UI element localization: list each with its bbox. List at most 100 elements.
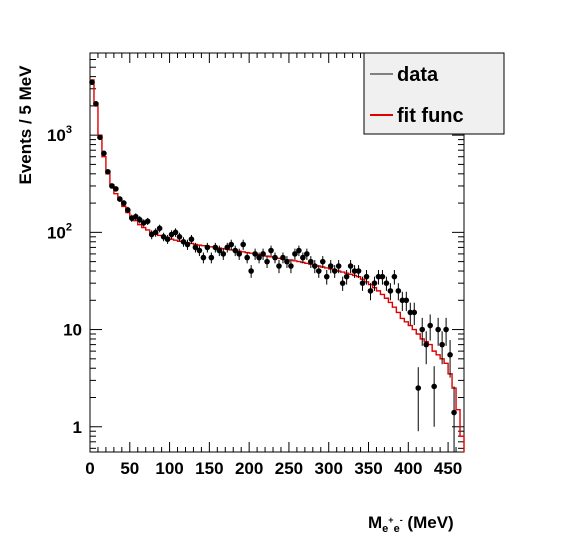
data-point: [383, 280, 390, 286]
x-tick-label: 300: [315, 459, 343, 478]
x-tick-label: 150: [195, 459, 223, 478]
y-axis-title: Events / 5 MeV: [16, 65, 35, 185]
x-tick-label: 250: [275, 459, 303, 478]
data-point: [292, 251, 298, 257]
data-point: [379, 273, 386, 280]
data-point: [355, 268, 362, 274]
data-point: [113, 186, 119, 192]
data-point: [288, 263, 294, 269]
data-point: [375, 273, 382, 280]
data-point: [184, 241, 191, 248]
data-point: [244, 254, 250, 261]
data-point: [304, 251, 310, 257]
data-point: [300, 254, 306, 261]
legend-data-label: data: [397, 64, 439, 86]
data-point: [308, 258, 314, 265]
data-point: [180, 238, 187, 245]
data-point: [371, 280, 378, 286]
x-tick-label: 0: [85, 459, 94, 478]
data-point: [395, 288, 402, 294]
y-tick-label: 1: [73, 418, 82, 437]
data-point: [331, 268, 338, 274]
data-point: [232, 247, 239, 254]
data-point: [315, 268, 322, 274]
data-point: [224, 244, 231, 251]
data-point: [335, 263, 342, 269]
data-point: [208, 254, 215, 261]
data-point: [93, 101, 99, 107]
data-point: [407, 309, 414, 316]
data-point: [192, 244, 199, 251]
y-tick-label: 10: [63, 321, 82, 340]
data-point: [311, 263, 318, 269]
data-point: [176, 234, 183, 240]
data-point: [439, 341, 445, 348]
data-point: [204, 244, 211, 251]
data-point: [124, 207, 131, 213]
data-point: [268, 247, 274, 254]
data-point: [101, 150, 107, 157]
data-point: [451, 409, 457, 416]
data-point: [220, 251, 227, 257]
x-axis-title: Me+e- (MeV): [368, 513, 454, 535]
data-point: [280, 254, 286, 261]
data-point: [105, 168, 111, 175]
data-point: [260, 251, 266, 257]
legend-fit-label: fit func: [397, 105, 464, 127]
data-point: [419, 326, 426, 333]
data-point: [343, 273, 350, 280]
x-tick-label: 50: [120, 459, 139, 478]
data-point: [252, 251, 258, 257]
data-point: [196, 247, 203, 254]
data-point: [367, 288, 374, 294]
data-point: [109, 183, 115, 189]
data-point: [415, 385, 422, 391]
x-tick-label: 200: [235, 459, 263, 478]
x-tick-label: 400: [394, 459, 422, 478]
data-point: [447, 351, 453, 358]
data-point: [284, 258, 290, 265]
axis-ticks: [89, 52, 464, 452]
data-point: [240, 241, 246, 248]
data-point: [144, 218, 151, 225]
data-point: [391, 273, 398, 280]
data-point: [296, 247, 302, 254]
data-point: [319, 258, 326, 265]
data-point: [272, 254, 278, 261]
data-point: [423, 341, 430, 348]
data-point: [264, 258, 270, 265]
x-tick-label: 350: [354, 459, 382, 478]
data-series: [89, 79, 457, 452]
data-point: [200, 254, 207, 261]
data-point: [347, 263, 354, 269]
data-point: [228, 241, 235, 248]
data-point: [121, 200, 127, 206]
data-point: [172, 229, 179, 236]
data-point: [276, 263, 282, 269]
data-point: [156, 225, 163, 232]
data-point: [323, 273, 330, 280]
data-point: [89, 79, 95, 86]
data-point: [351, 268, 358, 274]
y-tick-label: 102: [47, 221, 72, 242]
data-point: [327, 263, 334, 269]
data-point: [359, 280, 366, 286]
data-point: [117, 196, 123, 202]
data-point: [443, 326, 449, 333]
data-point: [363, 273, 370, 280]
data-point: [339, 280, 346, 286]
data-point: [431, 383, 437, 390]
y-tick-label: 103: [47, 124, 72, 145]
data-point: [435, 326, 441, 333]
data-point: [136, 216, 143, 223]
legend-box: [363, 52, 505, 135]
data-point: [403, 297, 410, 304]
data-point: [164, 236, 171, 243]
x-tick-label: 100: [155, 459, 183, 478]
data-point: [152, 229, 159, 236]
data-point: [216, 247, 223, 254]
data-point: [132, 213, 139, 220]
legend: data fit func: [363, 52, 505, 135]
x-tick-label: 450: [434, 459, 462, 478]
